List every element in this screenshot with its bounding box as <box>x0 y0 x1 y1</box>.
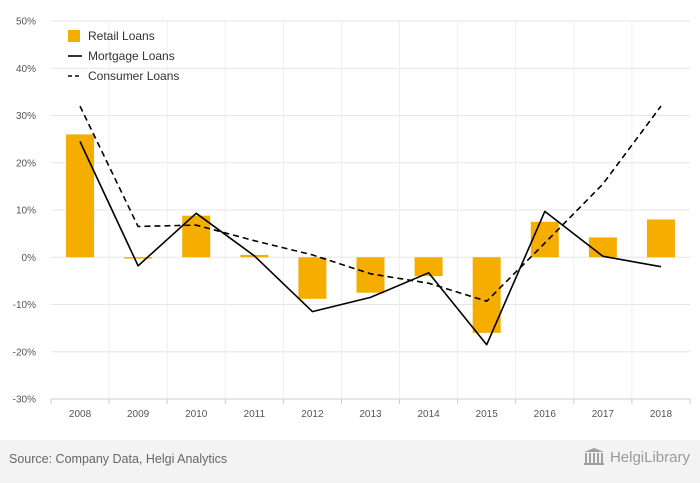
x-tick-label: 2016 <box>534 409 557 420</box>
y-tick-label: 50% <box>16 17 36 28</box>
x-tick-label: 2018 <box>650 409 673 420</box>
consumer-loans-line <box>79 105 662 303</box>
y-tick-label: -10% <box>13 300 36 311</box>
y-tick-label: 40% <box>16 64 36 75</box>
bar <box>298 257 327 299</box>
y-tick-label: 10% <box>16 206 36 217</box>
y-tick-label: -20% <box>13 347 36 358</box>
x-tick-label: 2013 <box>359 409 382 420</box>
axes: -30% -20% -10% 0% 10% 20% 30% 40% 50% 2008 2009 201… <box>13 17 691 420</box>
bar <box>414 257 443 277</box>
bar <box>124 257 153 259</box>
brand-logo: HelgiLibrary <box>583 448 690 466</box>
x-tick-label: 2009 <box>127 409 150 420</box>
legend-label: Mortgage Loans <box>88 49 175 63</box>
x-tick-label: 2010 <box>185 409 208 420</box>
x-tick-label: 2014 <box>417 409 440 420</box>
series-lines <box>79 105 662 346</box>
y-tick-label: 20% <box>16 158 36 169</box>
bar <box>66 134 95 258</box>
legend-swatch-retail-loans <box>68 30 80 42</box>
mortgage-loans-line <box>79 141 662 346</box>
source-note: Source: Company Data, Helgi Analytics <box>9 452 228 466</box>
bar <box>646 219 675 258</box>
x-tick-label: 2012 <box>301 409 324 420</box>
bar <box>588 237 617 258</box>
legend-label: Consumer Loans <box>88 69 179 83</box>
grid <box>51 20 690 400</box>
library-icon <box>583 448 604 465</box>
bar <box>472 257 501 333</box>
footer: Source: Company Data, Helgi Analytics He… <box>0 440 700 483</box>
y-tick-label: -30% <box>13 395 36 406</box>
y-tick-label: 0% <box>22 253 37 264</box>
chart: -30% -20% -10% 0% 10% 20% 30% 40% 50% 2008 2009 201… <box>13 17 691 420</box>
x-tick-label: 2011 <box>244 409 266 420</box>
x-tick-label: 2015 <box>476 409 499 420</box>
retail-loans-bars <box>66 134 675 333</box>
x-tick-label: 2017 <box>592 409 615 420</box>
legend: Retail Loans Mortgage Loans Consumer Loans <box>68 29 179 83</box>
x-tick-label: 2008 <box>69 409 92 420</box>
legend-label: Retail Loans <box>88 29 155 43</box>
brand-name: HelgiLibrary <box>609 448 690 466</box>
y-tick-label: 30% <box>16 111 36 122</box>
